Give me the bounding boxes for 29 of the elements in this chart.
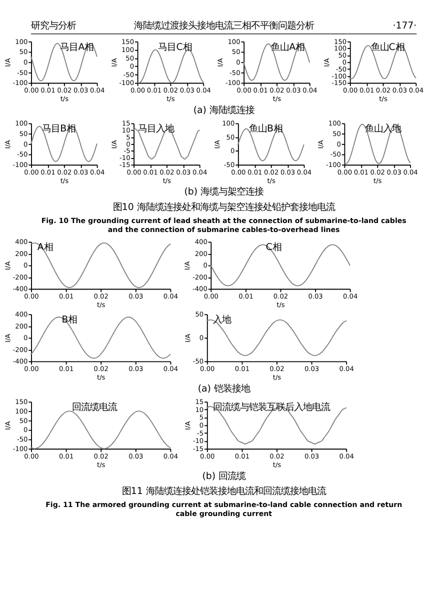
text: (a) 海陆缆连接 [193, 104, 254, 116]
series-label: 回流缆电流 [72, 402, 118, 414]
text: (b) 回流缆 [202, 470, 246, 482]
text: (b) 海缆与架空连接 [184, 186, 264, 198]
line-series [30, 43, 98, 82]
line-series [344, 124, 411, 164]
line-series [243, 43, 310, 81]
caption: 图10 海陆缆连接处和海缆与架空连接处铅护套接地电流 [112, 202, 335, 213]
text: 海陆缆过渡接头接地电流三相不平衡问题分析 [134, 20, 314, 32]
series-label: 鱼山A相 [271, 42, 305, 53]
series-label: A相 [37, 242, 53, 254]
line-series [30, 316, 171, 359]
series-label: 鱼山B相 [249, 124, 282, 135]
series-label: 鱼山入地 [365, 124, 402, 135]
series-label: 回流缆与铠装互联后入地电流 [213, 402, 330, 414]
caption: 图11 海陆缆连接处铠装接地电流和回流缆接地电流 [122, 486, 326, 497]
text: 研究与分析 [31, 20, 76, 32]
series-label: 鱼山C相 [370, 42, 404, 53]
series-label: B相 [62, 314, 78, 326]
series-label: 入地 [213, 314, 232, 326]
text: (a) 铠装接地 [198, 383, 250, 394]
text: ·177· [392, 20, 417, 32]
series-label: 马目C相 [158, 42, 192, 53]
series-label: C相 [266, 242, 282, 254]
series-label: 马目入地 [138, 124, 174, 135]
line-series [210, 244, 350, 286]
line-series [30, 126, 98, 162]
series-label: 马目B相 [42, 124, 76, 135]
series-label: 马目A相 [60, 42, 94, 53]
